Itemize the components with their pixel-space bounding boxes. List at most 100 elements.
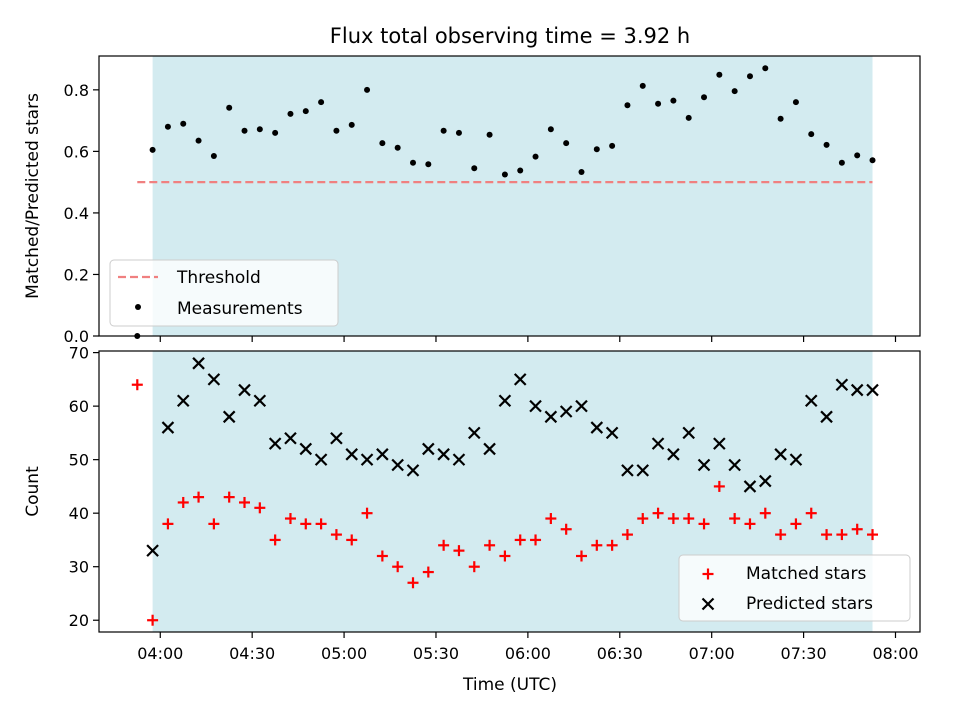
- predicted-star-marker: [238, 383, 251, 397]
- ratio-y-axis: 0.0 0.2 0.4 0.6 0.8: [64, 81, 99, 346]
- matched-star-marker: [683, 513, 695, 525]
- chart-title: Flux total observing time = 3.92 h: [330, 24, 690, 48]
- measurement-point: [164, 123, 171, 130]
- measurement-point: [578, 169, 585, 175]
- matched-star-marker: [422, 566, 434, 578]
- measurement-point: [501, 171, 508, 178]
- y-tick-label: 0.4: [64, 204, 89, 223]
- measurement-point: [440, 127, 447, 134]
- measurement-point: [180, 120, 187, 127]
- x-tick-label: 05:00: [321, 644, 367, 663]
- matched-star-marker: [223, 491, 235, 503]
- measurement-point: [195, 137, 202, 144]
- predicted-star-marker: [866, 383, 879, 397]
- measurement-point: [547, 126, 554, 133]
- predicted-stars-markers: [146, 357, 879, 557]
- x-tick-label: 08:00: [872, 644, 918, 663]
- matched-star-marker: [468, 561, 480, 573]
- predicted-star-marker: [774, 448, 787, 461]
- predicted-star-marker: [559, 405, 573, 418]
- predicted-star-marker: [697, 458, 711, 472]
- matched-star-marker: [208, 518, 220, 530]
- counts-x-axis: 04:00 04:30 05:00 05:30 06:00 06:30 07:00 07:30…: [137, 632, 919, 663]
- measurement-point: [624, 102, 631, 109]
- matched-star-marker: [162, 518, 174, 530]
- matched-star-marker: [177, 496, 189, 508]
- predicted-star-marker: [789, 453, 803, 466]
- matched-star-marker: [652, 507, 664, 519]
- counts-axes-frame: [98, 350, 921, 633]
- predicted-stars-legend-label: Predicted stars: [746, 594, 873, 614]
- predicted-star-marker: [498, 394, 512, 408]
- measurement-point: [302, 108, 309, 115]
- measurement-point: [746, 73, 753, 80]
- matched-star-marker: [346, 534, 358, 546]
- measurement-points: [134, 65, 876, 339]
- x-tick-label: 07:00: [689, 644, 735, 663]
- measurement-point: [471, 165, 478, 172]
- ratio-x-ticks: [159, 336, 897, 342]
- matched-star-marker: [637, 513, 649, 525]
- measurement-point: [517, 167, 524, 174]
- predicted-star-marker: [804, 394, 818, 408]
- x-tick-label: 06:00: [505, 644, 551, 663]
- predicted-star-marker: [590, 421, 604, 434]
- y-tick-label: 60: [69, 397, 89, 416]
- predicted-star-marker: [207, 373, 221, 386]
- matched-star-marker: [575, 550, 587, 562]
- predicted-stars-legend-swatch: [701, 597, 715, 611]
- measurement-point: [593, 146, 600, 153]
- predicted-star-marker: [544, 410, 558, 424]
- counts-legend: Matched stars Predicted stars: [678, 554, 911, 622]
- measurement-point: [685, 114, 692, 121]
- matched-star-marker: [775, 529, 787, 541]
- y-tick-label: 0.6: [64, 142, 89, 161]
- measurement-point: [486, 131, 493, 138]
- measurement-point: [563, 140, 570, 147]
- x-axis-label: Time (UTC): [462, 675, 557, 695]
- matched-star-marker: [821, 529, 833, 541]
- matched-star-marker: [499, 550, 511, 562]
- counts-y-axis-label: Count: [23, 466, 43, 517]
- measurement-point: [609, 142, 616, 149]
- measurement-point: [639, 82, 646, 89]
- predicted-star-marker: [483, 442, 496, 456]
- matched-stars-legend-swatch: [702, 568, 714, 580]
- matched-star-marker: [790, 518, 802, 530]
- measurement-point: [256, 126, 263, 133]
- matched-star-marker: [545, 513, 557, 525]
- ratio-legend: Threshold Measurements: [109, 259, 339, 327]
- predicted-star-marker: [728, 458, 741, 472]
- measurement-point: [394, 144, 401, 151]
- predicted-star-marker: [605, 426, 619, 440]
- measurement-point: [869, 157, 876, 164]
- measurement-point: [410, 159, 417, 166]
- predicted-star-marker: [636, 464, 650, 477]
- predicted-star-marker: [820, 410, 833, 424]
- matched-star-marker: [560, 523, 572, 535]
- x-tick-label: 07:30: [781, 644, 827, 663]
- measurement-point: [731, 88, 738, 95]
- predicted-star-marker: [513, 373, 527, 386]
- y-tick-label: 20: [69, 611, 89, 630]
- measurement-point: [716, 71, 723, 78]
- matched-star-marker: [805, 507, 817, 519]
- y-tick-label: 30: [69, 558, 89, 577]
- measurement-point: [425, 161, 432, 168]
- measurement-point: [455, 129, 462, 136]
- matched-stars-markers: [131, 379, 879, 626]
- matched-star-marker: [131, 379, 143, 391]
- measurement-point: [379, 140, 386, 147]
- predicted-star-marker: [667, 448, 680, 461]
- matched-star-marker: [361, 507, 373, 519]
- predicted-star-marker: [575, 399, 588, 413]
- matched-star-marker: [193, 491, 205, 503]
- predicted-star-marker: [376, 448, 389, 461]
- matched-star-marker: [269, 534, 281, 546]
- matched-star-marker: [836, 529, 848, 541]
- matched-star-marker: [254, 502, 266, 514]
- measurement-point: [272, 129, 279, 136]
- legend-cross-marker: [701, 597, 715, 611]
- measurements-legend-swatch: [135, 304, 141, 310]
- predicted-star-marker: [452, 453, 466, 466]
